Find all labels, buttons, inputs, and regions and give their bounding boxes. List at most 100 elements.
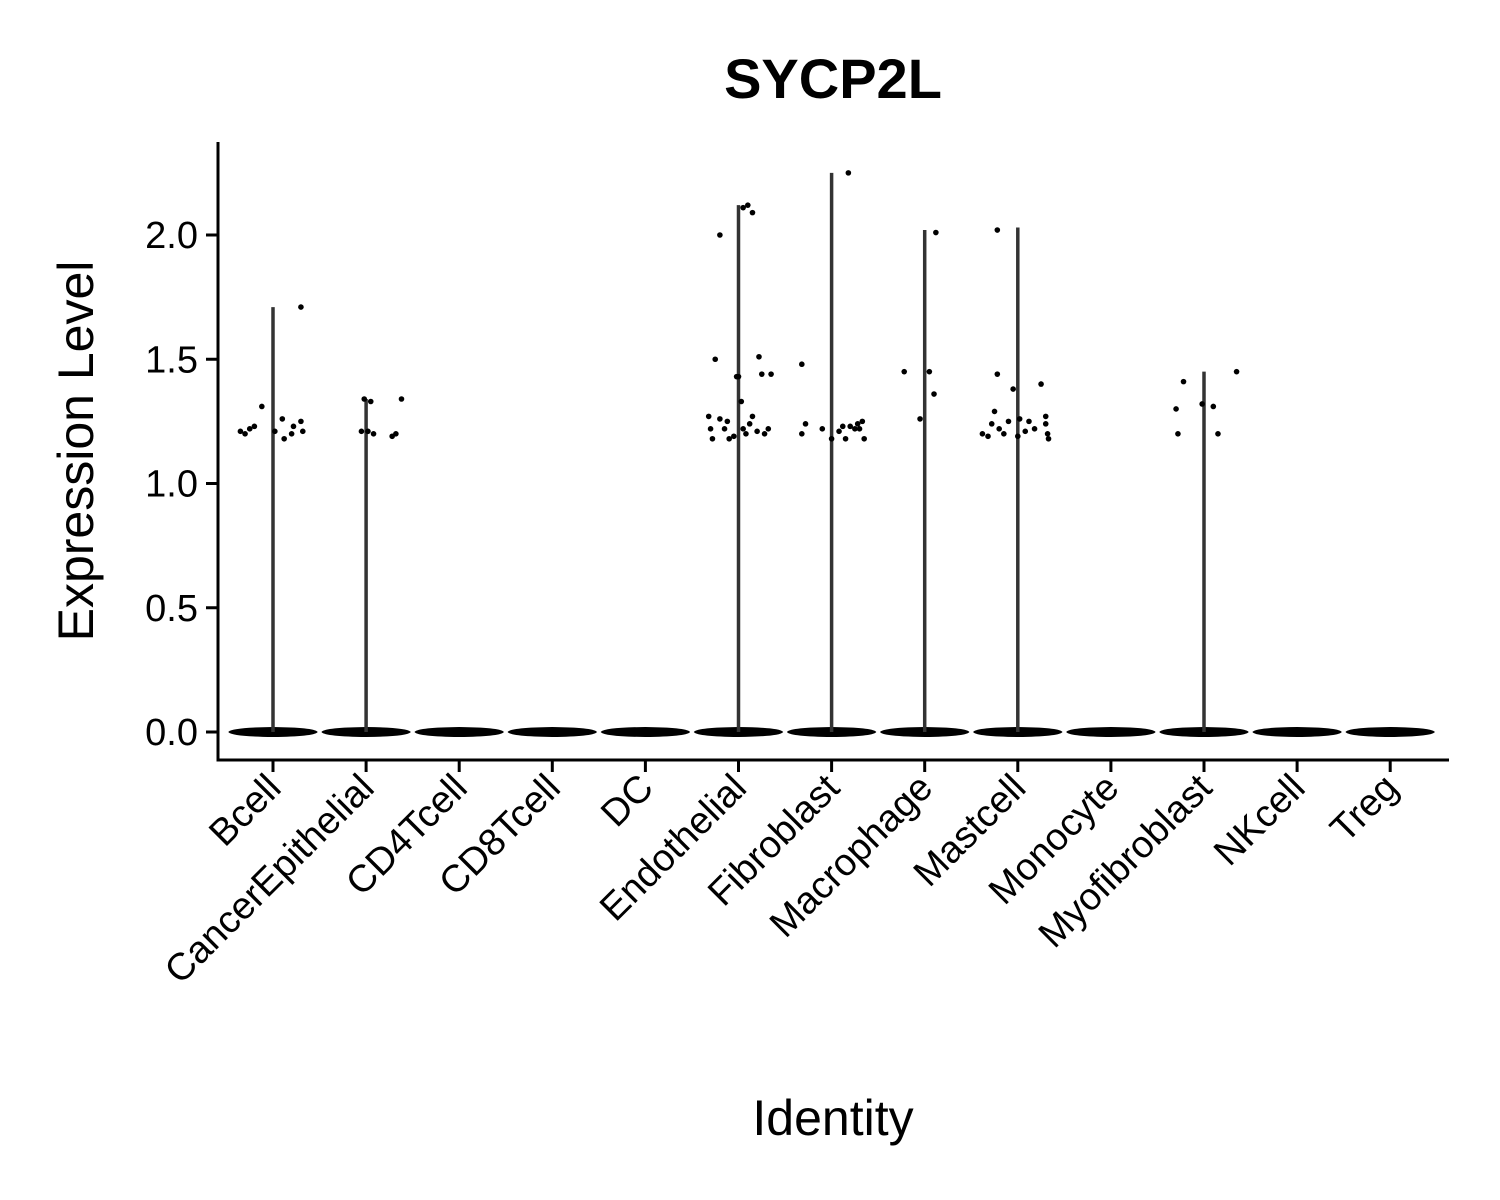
data-point-Endothelial-16 [756,353,762,360]
data-point-Fibroblast-11 [859,418,866,425]
x-tick-label-Treg: Treg [1323,767,1407,851]
x-tick-label-NKcell: NKcell [1206,767,1313,874]
y-axis-ticks: 0.0 0.5 1.0 1.5 2.0 [145,215,218,754]
data-point-Mastcell-4 [994,371,1001,377]
point-layer [237,170,1240,442]
data-point-Fibroblast-5 [836,428,842,435]
violin-base-NKcell [1252,726,1342,738]
data-point-Bcell-8 [288,431,295,437]
data-point-Endothelial-17 [758,371,765,377]
data-point-Macrophage-4 [933,229,939,236]
data-point-Endothelial-10 [738,398,745,405]
data-point-Bcell-1 [242,431,248,437]
y-tick-label-4: 2.0 [145,215,198,257]
data-point-Endothelial-2 [709,435,716,442]
data-point-Bcell-0 [237,428,244,435]
data-point-Endothelial-1 [707,426,714,432]
data-point-Endothelial-24 [740,204,746,211]
data-point-Mastcell-5 [996,426,1002,432]
data-point-Endothelial-23 [749,209,756,216]
data-point-CancerEpithelial-3 [370,431,377,437]
data-point-Endothelial-20 [765,426,772,432]
data-point-CancerEpithelial-5 [393,431,399,437]
data-point-Mastcell-19 [994,227,1001,233]
data-point-Fibroblast-14 [845,170,852,176]
data-point-Bcell-6 [279,416,286,422]
data-point-Mastcell-13 [1031,426,1038,432]
data-point-Fibroblast-3 [819,426,826,432]
data-point-Mastcell-9 [1015,433,1021,440]
data-point-Mastcell-16 [1044,431,1051,437]
data-point-CancerEpithelial-2 [367,398,374,405]
data-point-CancerEpithelial-7 [358,428,365,435]
data-point-Bcell-9 [290,423,297,430]
data-point-Endothelial-9 [735,373,742,380]
data-point-Mastcell-17 [1045,435,1052,442]
data-point-CancerEpithelial-1 [365,428,371,435]
data-point-Bcell-4 [259,403,265,410]
data-point-Endothelial-12 [743,431,749,437]
data-point-Endothelial-21 [717,232,723,238]
data-point-Macrophage-2 [926,368,933,375]
data-point-Bcell-10 [298,418,304,425]
y-tick-label-2: 1.0 [145,464,198,506]
data-point-Mastcell-2 [988,421,995,427]
data-point-Endothelial-19 [768,371,774,377]
x-tick-label-Bcell: Bcell [201,767,289,855]
data-point-Macrophage-0 [901,368,908,375]
data-point-Fibroblast-13 [839,423,846,430]
data-point-Fibroblast-8 [852,426,858,432]
data-point-Fibroblast-12 [861,435,867,442]
data-point-Mastcell-0 [979,431,986,437]
data-point-Fibroblast-2 [802,421,809,427]
data-point-Endothelial-6 [724,418,731,425]
violin-base-DC [600,726,691,738]
data-point-Endothelial-25 [726,435,732,442]
y-tick-label-0: 0.0 [145,712,198,754]
violin-base-CD8Tcell [507,726,598,738]
data-point-Fibroblast-9 [854,421,861,427]
data-point-Mastcell-15 [1042,413,1049,420]
data-point-Endothelial-0 [705,413,712,420]
data-point-Myofibroblast-6 [1233,368,1240,375]
data-point-Mastcell-18 [1042,421,1049,427]
data-point-Fibroblast-6 [842,435,849,442]
data-point-Fibroblast-0 [799,361,805,368]
data-point-Myofibroblast-0 [1173,406,1179,412]
data-point-Mastcell-8 [1010,386,1016,392]
data-point-Myofibroblast-1 [1175,431,1181,437]
data-point-Endothelial-15 [754,428,760,435]
data-point-CancerEpithelial-6 [398,396,405,402]
y-tick-label-3: 1.5 [145,339,198,381]
data-point-Fibroblast-1 [799,431,805,437]
data-point-Fibroblast-7 [847,423,854,430]
violin-base-CD4Tcell [414,726,504,738]
data-point-Bcell-5 [272,428,278,435]
data-point-Fibroblast-4 [828,435,835,442]
data-point-Mastcell-3 [991,408,998,415]
data-point-Bcell-12 [298,304,304,310]
data-point-Endothelial-3 [712,356,719,363]
data-point-Macrophage-1 [917,416,923,422]
data-point-Mastcell-12 [1026,418,1032,425]
data-point-Endothelial-5 [721,426,728,432]
data-point-Bcell-11 [299,428,306,435]
data-point-Endothelial-11 [740,426,746,432]
x-tick-label-DC: DC [593,767,662,836]
data-point-Endothelial-7 [731,433,737,440]
data-point-Bcell-7 [281,435,287,442]
data-point-Endothelial-4 [717,416,723,422]
data-point-Mastcell-6 [1001,431,1007,437]
x-axis-label: Identity [752,1090,913,1146]
data-point-Endothelial-18 [761,431,768,437]
data-point-Bcell-2 [246,426,253,432]
data-point-Myofibroblast-4 [1210,403,1217,410]
data-point-Mastcell-11 [1022,428,1029,435]
data-point-Endothelial-14 [749,413,756,420]
data-point-Mastcell-10 [1016,416,1023,422]
data-point-Fibroblast-10 [856,426,863,432]
violin-base-Treg [1345,726,1435,738]
data-point-Mastcell-14 [1038,381,1044,387]
chart-title: SYCP2L [724,47,942,110]
